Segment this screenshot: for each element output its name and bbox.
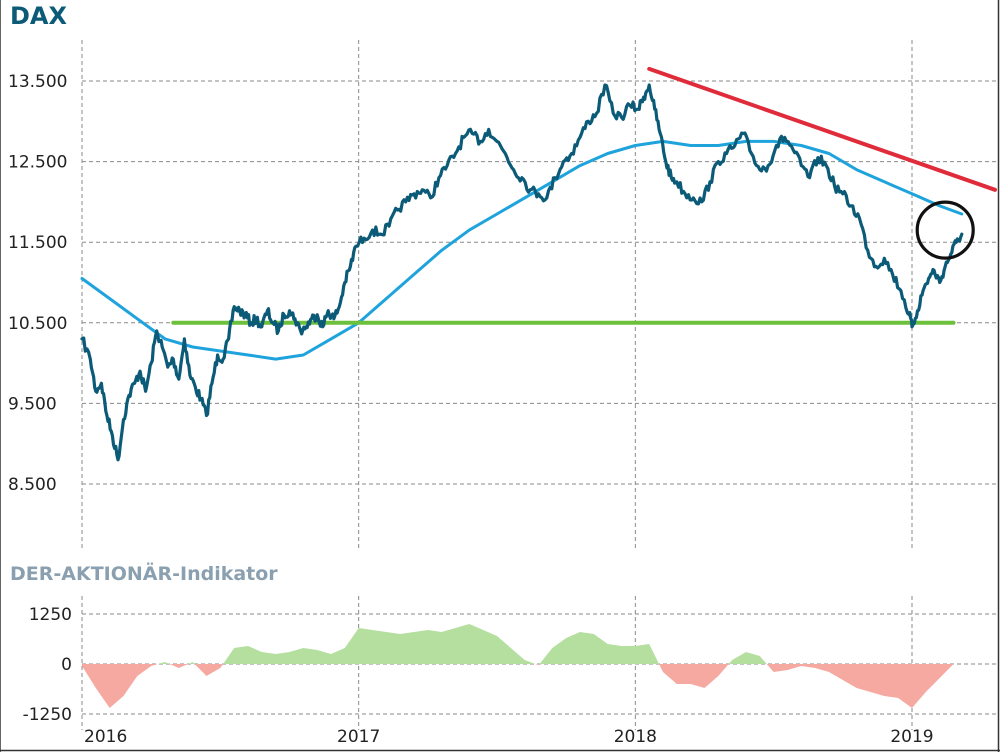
x-tick-label: 2019 (890, 727, 933, 747)
indicator-title: DER-AKTIONÄR-Indikator (10, 561, 278, 585)
indicator-positive-area (728, 652, 767, 664)
price-series (80, 83, 964, 462)
indicator-y-tick-label: 1250 (29, 605, 72, 625)
indicator-positive-area (539, 632, 659, 664)
indicator-negative-area (659, 664, 729, 688)
moving-average-line (80, 139, 964, 361)
chart-title: DAX (10, 2, 67, 30)
highlight-circle (915, 200, 975, 260)
y-tick-label: 11.500 (8, 233, 67, 253)
indicator-y-tick-label: 0 (61, 655, 72, 675)
x-tick-labels: 2016 2017 2018 2019 (84, 727, 934, 747)
moving-average (80, 139, 964, 361)
x-tick-label: 2018 (614, 727, 657, 747)
y-tick-label: 13.500 (8, 72, 67, 92)
indicator-negative-area (169, 664, 189, 668)
resistance-line (647, 66, 997, 192)
indicator-positive-area (158, 662, 170, 664)
indicator-negative-area (82, 664, 159, 708)
indicator-negative-area (194, 664, 224, 676)
indicator-negative-area (766, 664, 954, 708)
indicator-y-tick-labels: 1250 0 -1250 (23, 605, 72, 725)
indicator-positive-area (223, 624, 536, 664)
indicator-positive-area (188, 662, 195, 664)
y-tick-labels: 13.500 12.500 11.500 10.500 9.500 8.500 (8, 72, 67, 495)
indicator-negative-area (535, 664, 540, 666)
y-tick-label: 9.500 (8, 394, 57, 414)
x-tick-label: 2017 (337, 727, 380, 747)
y-tick-label: 8.500 (8, 475, 57, 495)
indicator-y-tick-label: -1250 (23, 705, 72, 725)
y-tick-label: 10.500 (8, 314, 67, 334)
y-tick-label: 12.500 (8, 153, 67, 173)
indicator-area (82, 624, 954, 708)
price-line (80, 83, 964, 462)
resistance-line-group (647, 66, 997, 192)
annotation-group (915, 200, 975, 260)
x-tick-label: 2016 (84, 727, 127, 747)
